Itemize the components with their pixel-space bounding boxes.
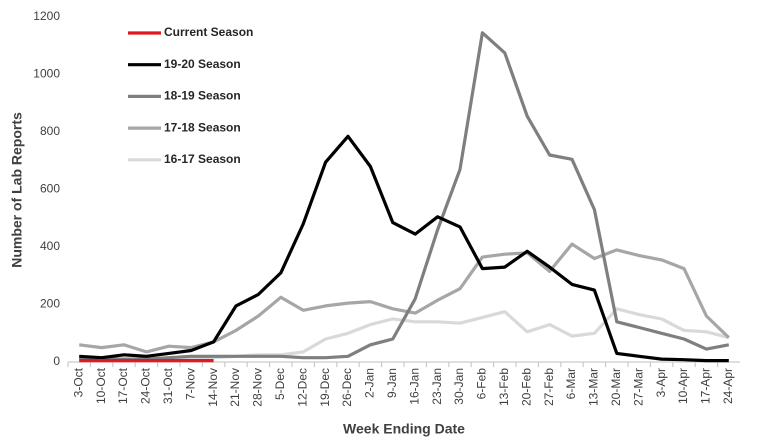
y-tick-label: 0 [53, 354, 60, 368]
legend-label: Current Season [164, 25, 253, 39]
series-line [79, 134, 729, 363]
x-tick-label: 21-Nov [228, 368, 242, 407]
x-tick-label: 17-Oct [116, 367, 130, 404]
legend-label: 19-20 Season [164, 57, 241, 71]
x-tick-label: 16-Jan [407, 368, 421, 405]
x-tick-label: 27-Mar [631, 368, 645, 406]
legend-label: 18-19 Season [164, 89, 241, 103]
y-axis-title: Number of Lab Reports [9, 112, 25, 268]
x-tick-label: 3-Oct [71, 367, 85, 397]
x-tick-label: 7-Nov [183, 368, 197, 400]
x-tick-label: 6-Feb [475, 368, 489, 400]
x-tick-label: 24-Oct [139, 367, 153, 404]
legend-label: 16-17 Season [164, 152, 241, 166]
y-tick-label: 600 [40, 182, 60, 196]
x-tick-label: 10-Oct [94, 367, 108, 404]
x-tick-label: 6-Mar [564, 368, 578, 399]
x-axis-title: Week Ending Date [343, 421, 465, 437]
x-tick-label: 17-Apr [699, 368, 713, 404]
x-tick-label: 5-Dec [273, 368, 287, 400]
x-tick-label: 12-Dec [295, 368, 309, 407]
x-tick-label: 19-Dec [318, 368, 332, 407]
x-tick-label: 31-Oct [161, 367, 175, 404]
y-tick-label: 1000 [33, 67, 60, 81]
x-tick-label: 2-Jan [363, 368, 377, 398]
x-tick-label: 20-Feb [519, 368, 533, 406]
series-line [79, 242, 730, 354]
legend-label: 17-18 Season [164, 120, 241, 134]
x-tick-label: 10-Apr [676, 368, 690, 404]
y-tick-label: 400 [40, 239, 60, 253]
x-tick-label: 3-Apr [654, 368, 668, 397]
x-tick-label: 9-Jan [385, 368, 399, 398]
x-tick-label: 30-Jan [452, 368, 466, 405]
x-tick-label: 28-Nov [251, 368, 265, 407]
x-tick-label: 13-Feb [497, 368, 511, 406]
y-tick-label: 200 [40, 297, 60, 311]
x-tick-label: 27-Feb [542, 368, 556, 406]
x-tick-label: 20-Mar [609, 368, 623, 406]
x-tick-label: 14-Nov [206, 368, 220, 407]
y-tick-label: 800 [40, 124, 60, 138]
x-tick-label: 13-Mar [587, 368, 601, 406]
x-tick-label: 23-Jan [430, 368, 444, 405]
x-tick-label: 26-Dec [340, 368, 354, 407]
y-tick-label: 1200 [33, 9, 60, 23]
series-line [79, 31, 730, 361]
x-tick-label: 24-Apr [721, 368, 735, 404]
